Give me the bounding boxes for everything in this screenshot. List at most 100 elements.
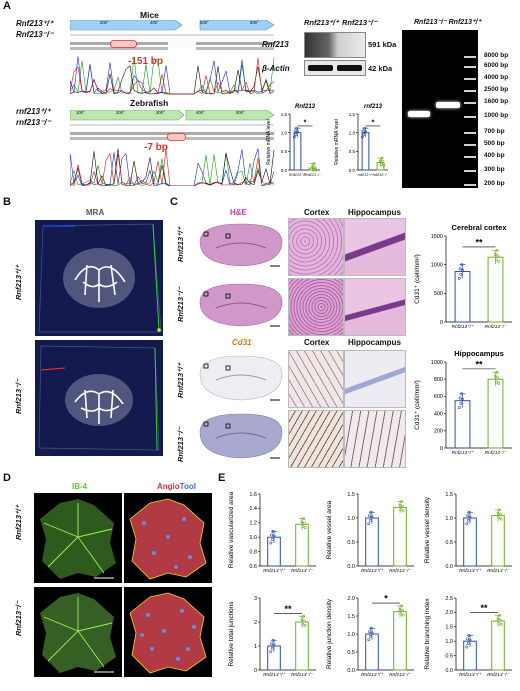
data-point [361, 129, 365, 133]
he-brain-ko [196, 280, 286, 330]
cortex-title-1: Cortex [304, 208, 330, 217]
y-tick-label: 1.5 [281, 112, 288, 117]
gel-ladder-label: 6000 bp [484, 62, 509, 69]
cd31-hippo-wt [344, 350, 406, 408]
chart-title: rnf213 [364, 104, 383, 110]
gel-ladder-label: 1000 bp [484, 112, 509, 119]
chart-bar [295, 523, 309, 567]
data-point [401, 613, 405, 617]
data-point [497, 621, 501, 625]
chart-title: Hippocampus [454, 349, 504, 358]
data-point [466, 514, 470, 518]
data-point [364, 130, 367, 134]
y-tick-label: 500 [434, 291, 443, 297]
data-point [465, 645, 469, 649]
chart-bar [491, 515, 505, 567]
chart-ylabel: Cd31⁺ (cell/mm²) [414, 380, 421, 430]
y-tick-label: 0.0 [445, 668, 453, 674]
data-point [494, 375, 497, 378]
mice-seq-block: Mice Rnf213⁺/⁺ Rnf213⁻/⁻ 200° 400° 600° … [10, 10, 280, 100]
significance-label: * [372, 119, 375, 126]
data-point [494, 258, 498, 262]
x-tick-label: rnf213⁺/⁺ [358, 173, 375, 177]
y-tick-label: 400 [434, 411, 443, 417]
chart-title: Rnf213 [295, 104, 316, 110]
data-point [460, 392, 464, 396]
data-point [312, 162, 316, 166]
mra-wt-label: Rnf213⁺/⁺ [14, 264, 23, 300]
data-point [303, 526, 307, 530]
zebrafish-tick-5: 500° [236, 110, 245, 115]
retina-angio-ko [124, 587, 212, 677]
data-point [457, 277, 461, 280]
he-ko-label: Rnf213⁻/⁻ [176, 286, 185, 322]
y-tick-label: 1.0 [281, 130, 288, 135]
he-wt-label: Rnf213⁺/⁺ [176, 226, 185, 262]
chart-ylabel: Relative mRNA level [334, 119, 340, 165]
y-tick-label: 2 [254, 620, 257, 626]
mice-title: Mice [140, 10, 159, 20]
y-tick-label: 0 [254, 668, 257, 674]
chart-ylabel: Relative vascularized area [228, 492, 235, 569]
data-point [313, 165, 317, 169]
data-point [272, 643, 276, 647]
gel-ladder-band [464, 102, 476, 104]
y-tick-label: 1.4 [249, 506, 257, 512]
data-point [401, 609, 404, 612]
chart-ylabel: Relative total junctions [228, 601, 235, 667]
data-point [465, 522, 469, 526]
data-point [497, 516, 501, 520]
mice-ko-label: Rnf213⁻/⁻ [16, 30, 54, 39]
mra-title: MRA [86, 208, 105, 217]
mice-deletion-box [110, 40, 137, 48]
zebrafish-wt-label: rnf213⁺/⁺ [16, 107, 51, 116]
mice-sequence-text [70, 38, 275, 50]
data-point [301, 622, 305, 626]
western-blot: Rnf213⁺/⁺ Rnf213⁻/⁻ Rnf213 β-Actin 591 k… [262, 18, 404, 93]
x-tick-label: Rnf213⁻/⁻ [304, 173, 322, 177]
gel-ladder-band [464, 116, 476, 118]
gel-ladder-band [464, 156, 476, 158]
he-hippo-ko [344, 278, 406, 336]
x-tick-label: Rnf213⁻/⁻ [389, 672, 411, 678]
gel-ladder-band [464, 56, 476, 58]
data-point [498, 613, 502, 617]
y-tick-label: 1.0 [445, 516, 453, 522]
data-point [369, 518, 372, 522]
data-point [494, 380, 498, 384]
hippo-title-1: Hippocampus [348, 208, 401, 217]
data-point [499, 517, 503, 521]
data-point [400, 500, 404, 504]
panel-e-label: E [218, 472, 226, 484]
data-point [381, 160, 385, 164]
data-point [380, 156, 384, 160]
y-tick-label: 1.5 [445, 492, 453, 498]
y-tick-label: 0.5 [347, 650, 355, 656]
cd31-brain-wt [196, 352, 286, 404]
mra-render-wt [38, 223, 162, 333]
data-point [368, 514, 372, 518]
gel-ladder-band [464, 184, 476, 186]
data-point [497, 259, 501, 263]
cortex-title-2: Cortex [304, 338, 330, 347]
y-tick-label: 0.6 [249, 564, 257, 570]
y-tick-label: 0 [440, 320, 443, 326]
data-point [399, 508, 403, 512]
chart-vascularized-area: Relative vascularized area 0.6 0.8 1.0 1.2 1.… [228, 492, 316, 574]
data-point [398, 503, 402, 507]
data-point [271, 530, 275, 533]
chart-cd31-hippo: Hippocampus Cd31⁺ (cell/mm²) 0 200 400 600 800… [414, 349, 512, 456]
y-tick-label: 1.0 [347, 632, 355, 638]
chromatogram-trace [70, 148, 275, 186]
panel-a-label: A [3, 0, 11, 12]
zebrafish-tick-2: 200° [116, 110, 125, 115]
x-tick-label: Rnf213⁺/⁺ [361, 568, 383, 574]
chart-ylabel: Relative vessel area [326, 500, 333, 559]
mice-tick-1: 200° [100, 20, 109, 25]
he-brain-wt [196, 220, 286, 270]
angiotool-title: AngioTool [157, 482, 196, 491]
chart-bar [463, 517, 477, 567]
x-tick-label: Rnf213⁻/⁻ [485, 450, 507, 456]
data-point [499, 618, 502, 622]
data-point [499, 623, 503, 626]
